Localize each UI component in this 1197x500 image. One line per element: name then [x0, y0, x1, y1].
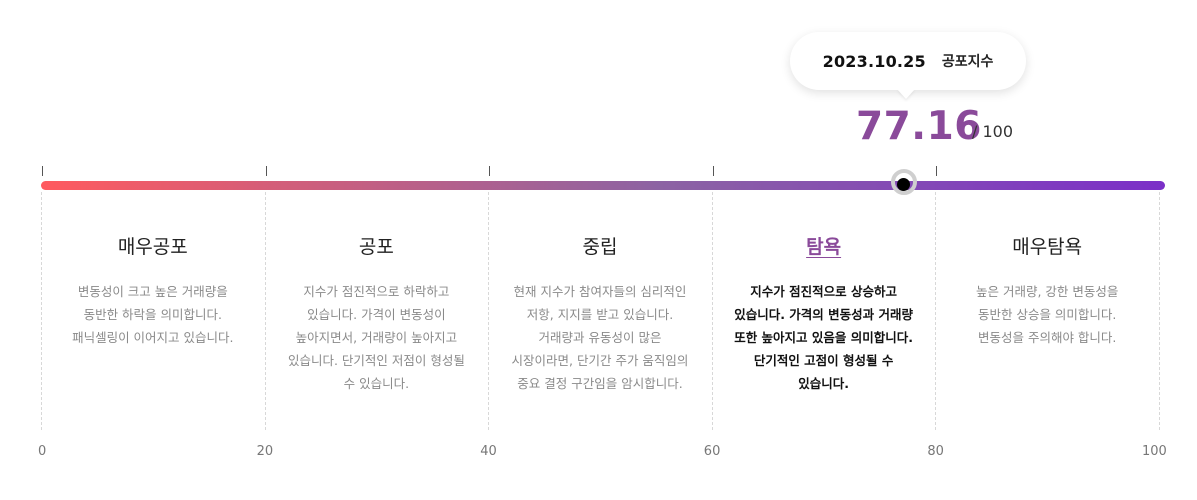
axis-tick-label: 40 [480, 444, 497, 459]
gauge-tick [489, 166, 491, 176]
gauge-tick [265, 166, 267, 176]
score-value: 77.16 [856, 104, 982, 149]
zone-title: 중립 [582, 236, 618, 258]
axis-tick-label: 60 [703, 444, 721, 459]
zone-title: 매우탐욕 [1012, 236, 1083, 258]
tooltip-label: 공포지수 [941, 54, 994, 70]
score-max: / 100 [972, 122, 1014, 141]
date-tooltip: 2023.10.25 공포지수 [790, 32, 1026, 90]
axis-tick-label: 80 [927, 444, 944, 459]
gauge-marker-dot[interactable] [897, 178, 911, 191]
zone-divider [935, 192, 937, 430]
zone-divider [1159, 192, 1160, 430]
zone-title[interactable]: 탐욕 [806, 236, 842, 258]
tooltip-date: 2023.10.25 [822, 51, 926, 71]
zone-divider [264, 192, 266, 430]
zone-title: 공포 [358, 236, 394, 258]
zone-description: 현재 지수가 참여자들의 심리적인 저항, 지지를 받고 있습니다. 거래량과 … [511, 284, 689, 391]
zone-description: 높은 거래량, 강한 변동성을 동반한 상승을 의미합니다. 변동성을 주의해야… [975, 284, 1119, 345]
zone-description: 변동성이 크고 높은 거래량을 동반한 하락을 의미합니다. 패닉셀링이 이어지… [72, 284, 234, 345]
gauge-marker-ring[interactable] [890, 169, 917, 195]
zone-description: 지수가 점진적으로 하락하고 있습니다. 가격이 변동성이 높아지면서, 거래량… [287, 284, 465, 391]
gauge-bar [41, 181, 1165, 190]
axis-tick-label: 0 [38, 444, 47, 459]
axis-tick-label: 20 [256, 444, 274, 459]
zone-divider [711, 192, 713, 430]
zone-divider [488, 192, 490, 430]
axis-tick-label: 100 [1142, 444, 1167, 459]
zone-title: 매우공포 [117, 236, 188, 258]
gauge-tick [936, 166, 938, 176]
zone-description: 지수가 점진적으로 상승하고 있습니다. 가격의 변동성과 거래량 또한 높아지… [734, 284, 913, 391]
gauge-tick [42, 166, 43, 176]
gauge-tick [712, 166, 714, 176]
zone-divider [41, 192, 42, 430]
